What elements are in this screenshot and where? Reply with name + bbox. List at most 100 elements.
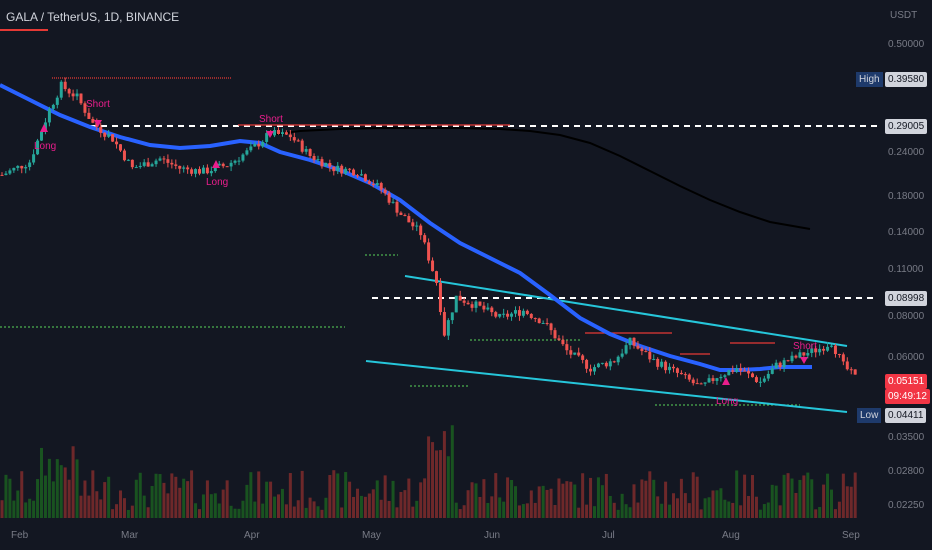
- volume-bar: [411, 506, 415, 518]
- volume-bar: [478, 496, 482, 518]
- volume-bar: [435, 450, 438, 518]
- volume-bar: [186, 481, 190, 518]
- volume-bar: [450, 425, 454, 518]
- candle-body: [561, 339, 565, 345]
- volume-bar: [130, 505, 134, 518]
- volume-bar: [474, 483, 478, 518]
- candle-body: [399, 212, 403, 216]
- volume-bar: [616, 509, 620, 518]
- volume-bar: [205, 480, 209, 518]
- long-signal-icon: [212, 160, 220, 168]
- volume-bar: [573, 484, 577, 518]
- volume-bar: [154, 473, 158, 518]
- volume-bar: [431, 442, 435, 518]
- high-label: High: [856, 72, 883, 87]
- candle-body: [620, 353, 624, 357]
- candle-body: [316, 159, 320, 161]
- volume-bar: [150, 485, 154, 518]
- volume-bar: [794, 492, 798, 518]
- volume-bar: [561, 483, 565, 518]
- volume-bar: [723, 499, 727, 518]
- ma-fast-line: [0, 83, 812, 372]
- volume-bar: [636, 502, 640, 518]
- low-label: Low: [857, 408, 882, 423]
- volume-bar: [833, 509, 837, 518]
- candle-body: [608, 361, 612, 367]
- candle-body: [577, 352, 581, 356]
- candle-body: [833, 345, 837, 355]
- candle-body: [273, 130, 277, 136]
- candle-body: [458, 295, 462, 301]
- candle-body: [423, 235, 427, 243]
- volume-bar: [348, 481, 352, 518]
- volume-bar: [845, 486, 849, 518]
- candle-body: [541, 323, 545, 325]
- volume-bar: [754, 496, 758, 518]
- candle-body: [723, 375, 727, 377]
- volume-bar: [427, 436, 431, 518]
- candle-body: [284, 132, 288, 135]
- volume-bar: [830, 489, 833, 518]
- candle-body: [446, 320, 450, 336]
- candle-body: [126, 159, 130, 161]
- candle-body: [277, 130, 280, 134]
- volume-bar: [652, 479, 656, 518]
- candle-body: [754, 377, 758, 383]
- candle-body: [573, 352, 577, 355]
- candle-body: [585, 359, 589, 369]
- candle-body: [699, 383, 703, 385]
- volume-bar: [273, 496, 277, 518]
- volume-bar: [577, 507, 581, 518]
- level-lower-tag: 0.08998: [885, 291, 928, 306]
- volume-bar: [715, 490, 719, 518]
- candle-body: [221, 163, 225, 167]
- volume-bar: [158, 474, 162, 518]
- high-value-tag: 0.39580: [885, 72, 928, 87]
- volume-bar: [624, 504, 628, 518]
- volume-bar: [277, 494, 280, 518]
- volume-bar: [280, 488, 284, 518]
- volume-bar: [790, 478, 794, 518]
- volume-bar: [691, 472, 695, 518]
- volume-bar: [115, 504, 119, 518]
- candle-body: [845, 361, 849, 370]
- volume-bar: [59, 465, 63, 518]
- short-signal-icon: [800, 357, 808, 364]
- volume-bar: [707, 497, 711, 518]
- candle-body: [589, 368, 593, 372]
- y-tick: 0.11000: [888, 264, 924, 275]
- long-signal-label: Long: [206, 177, 229, 188]
- candle-body: [478, 301, 482, 306]
- candle-body: [182, 167, 186, 169]
- candle-body: [411, 222, 415, 227]
- volume-bar: [174, 476, 178, 518]
- volume-bar: [75, 459, 79, 518]
- candle-body: [747, 370, 751, 374]
- volume-bar: [221, 489, 225, 518]
- volume-bar: [16, 490, 20, 518]
- volume-bar: [569, 481, 573, 518]
- candle-body: [348, 168, 352, 170]
- candle-body: [853, 369, 857, 375]
- candle-body: [782, 360, 786, 368]
- volume-bar: [28, 498, 32, 518]
- volume-bar: [711, 490, 715, 518]
- candle-body: [225, 166, 229, 168]
- long-signal-label: Long: [34, 141, 57, 152]
- candle-body: [514, 310, 517, 314]
- candle-body: [727, 370, 731, 376]
- candle-body: [403, 215, 407, 217]
- volume-bar: [494, 473, 498, 518]
- volume-bar: [529, 490, 533, 518]
- volume-bar: [241, 500, 245, 518]
- candle-body: [683, 374, 687, 376]
- volume-bar: [814, 509, 818, 518]
- candle-body: [16, 165, 20, 168]
- volume-bar: [446, 456, 450, 518]
- volume-bar: [585, 504, 589, 518]
- candle-body: [529, 313, 533, 319]
- candle-body: [415, 225, 419, 227]
- volume-bar: [553, 505, 557, 518]
- short-signal-label: Short: [86, 99, 110, 110]
